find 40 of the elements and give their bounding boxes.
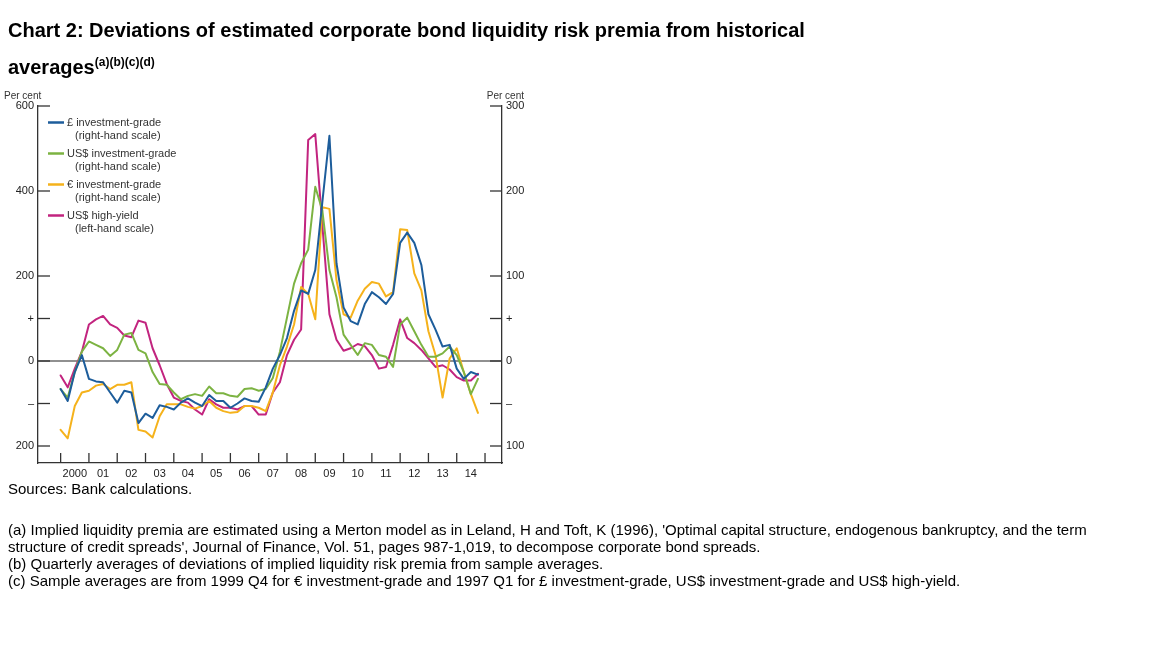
x-tick-label: 12	[408, 466, 421, 479]
x-tick-label: 14	[464, 466, 477, 479]
x-tick-label: 2000	[62, 466, 88, 479]
y-tick-label: +	[27, 311, 34, 324]
y2-tick-label: +	[506, 311, 513, 324]
source-note: Sources: Bank calculations.	[8, 480, 194, 497]
y2-tick-label: 300	[506, 99, 525, 112]
y-tick-label: 600	[15, 99, 34, 112]
x-tick-label: 11	[380, 466, 392, 479]
y-tick-label: 200	[15, 269, 34, 282]
legend-label: € investment-grade (right-hand scale)	[67, 177, 162, 203]
x-tick-label: 05	[210, 466, 223, 479]
x-tick-label: 08	[295, 466, 308, 479]
y-tick-label: 200	[15, 439, 34, 452]
y-axis-title: Per cent	[4, 89, 42, 101]
legend-label: US$ investment-grade (right-hand scale)	[67, 146, 177, 172]
legend-label: US$ high-yield (left-hand scale)	[67, 208, 154, 234]
x-tick-label: 09	[323, 466, 336, 479]
text: (b) Quarterly averages of deviations of implied liquidity risk premia from sample averages.	[8, 555, 605, 572]
y2-axis-title: Per cent	[486, 89, 525, 101]
x-tick-label: 07	[266, 466, 279, 479]
text: (a) Implied liquidity premia are estimated using a Merton model as in Leland, H and Toft, K (1996), 'Optimal capital structure, endogenous bankruptcy, and the term structure of credit spreads', Journal of Finance, Vol. 51, pages 987-1,019, to decompose corporate bond spreads.	[8, 521, 1088, 555]
x-tick-label: 01	[96, 466, 110, 479]
y2-tick-label: –	[506, 396, 513, 409]
y-tick-label: –	[27, 396, 35, 409]
x-tick-label: 02	[125, 466, 138, 479]
text: (c) Sample averages are from 1999 Q4 for € investment-grade and 1997 Q1 for £ investment-grade, US$ investment-grade and US$ high-yield.	[8, 572, 962, 589]
chart-title: Chart 2: Deviations of estimated corporate bond liquidity risk premia from historical averages$^{(a)(b)(c)(d)}$	[8, 18, 806, 80]
y2-tick-label: 200	[506, 184, 525, 197]
y2-tick-label: 100	[506, 269, 525, 282]
x-tick-label: 04	[181, 466, 195, 479]
x-tick-label: 13	[436, 466, 449, 479]
y2-tick-label: 100	[506, 439, 525, 452]
x-tick-label: 10	[351, 466, 364, 479]
x-tick-label: 06	[238, 466, 251, 479]
y-tick-label: 0	[27, 354, 34, 367]
y-tick-label: 400	[15, 184, 34, 197]
legend-label: £ investment-grade (right-hand scale)	[67, 115, 162, 141]
y2-tick-label: 0	[506, 354, 513, 367]
x-tick-label: 03	[153, 466, 166, 479]
